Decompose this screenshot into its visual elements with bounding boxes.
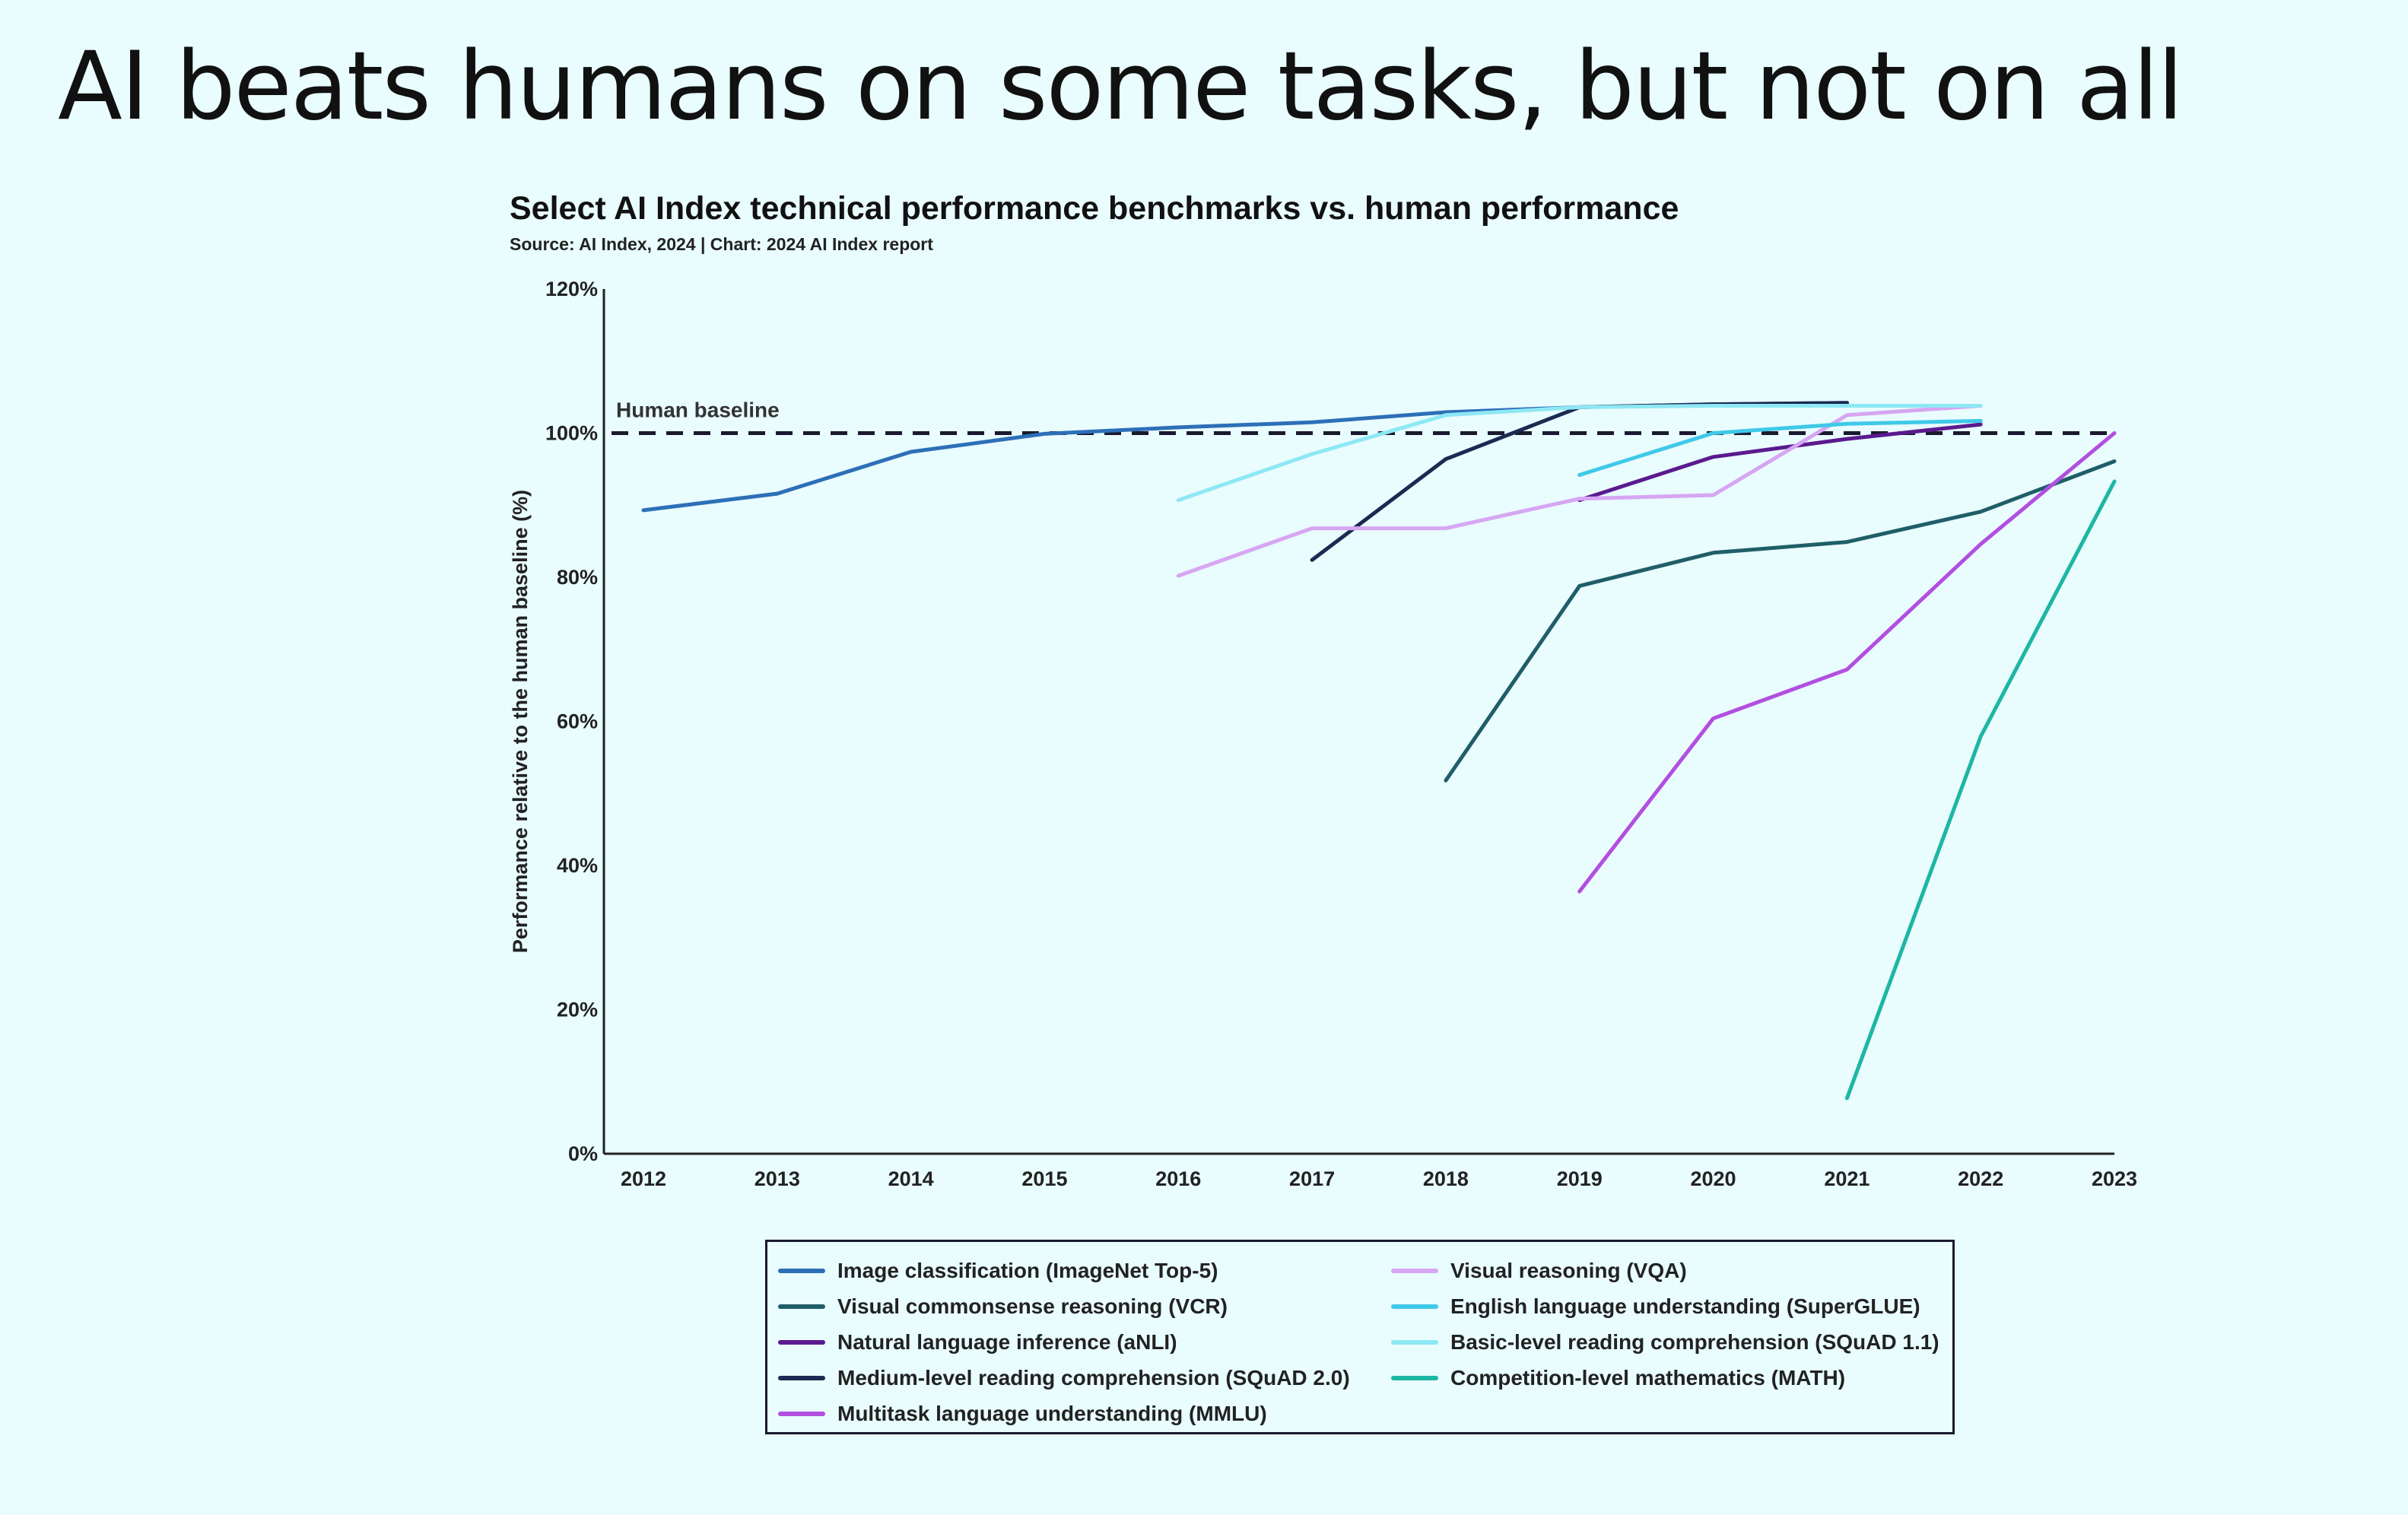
legend-item: Multitask language understanding (MMLU) <box>778 1396 1267 1431</box>
legend-label: Visual commonsense reasoning (VCR) <box>837 1294 1228 1318</box>
x-tick-label: 2016 <box>1155 1167 1201 1190</box>
legend-swatch <box>1391 1339 1438 1345</box>
legend-swatch <box>778 1339 825 1345</box>
x-tick-label: 2021 <box>1824 1167 1870 1190</box>
x-tick-label: 2019 <box>1557 1167 1603 1190</box>
x-tick-label: 2022 <box>1958 1167 2003 1190</box>
legend-swatch <box>1391 1375 1438 1380</box>
series-line <box>641 401 1849 513</box>
x-tick-label: 2018 <box>1423 1167 1469 1190</box>
legend-swatch <box>1391 1304 1438 1309</box>
y-tick-label: 100% <box>545 422 598 445</box>
series-line <box>1444 459 2117 783</box>
y-tick-label: 80% <box>557 566 598 589</box>
legend-swatch <box>778 1375 825 1380</box>
slide-title: AI beats humans on some tasks, but not o… <box>58 32 2184 141</box>
legend-item: Basic-level reading comprehension (SQuAD… <box>1391 1324 1939 1360</box>
series-line <box>1577 431 2117 894</box>
legend-swatch <box>1391 1268 1438 1273</box>
x-tick-label: 2015 <box>1021 1167 1067 1190</box>
legend-label: English language understanding (SuperGLU… <box>1450 1294 1920 1318</box>
legend-item: English language understanding (SuperGLU… <box>1391 1288 1920 1324</box>
y-tick-label: 0% <box>568 1142 598 1165</box>
legend-swatch <box>778 1304 825 1309</box>
legend-label: Image classification (ImageNet Top-5) <box>837 1258 1218 1282</box>
y-tick-label: 120% <box>545 278 598 300</box>
y-tick-label: 40% <box>557 854 598 877</box>
legend-label: Visual reasoning (VQA) <box>1450 1258 1687 1282</box>
y-tick-label: 60% <box>557 710 598 733</box>
series-line <box>1176 404 1983 578</box>
legend-label: Natural language inference (aNLI) <box>837 1329 1177 1354</box>
x-tick-label: 2020 <box>1691 1167 1736 1190</box>
chart-source: Source: AI Index, 2024 | Chart: 2024 AI … <box>510 234 933 254</box>
legend-swatch <box>778 1411 825 1416</box>
x-tick-label: 2014 <box>888 1167 934 1190</box>
x-tick-label: 2012 <box>621 1167 666 1190</box>
y-tick-label: 20% <box>557 999 598 1021</box>
series-line <box>1577 422 1983 503</box>
legend-item: Competition-level mathematics (MATH) <box>1391 1360 1845 1396</box>
y-axis-label: Performance relative to the human baseli… <box>509 490 532 953</box>
legend-label: Multitask language understanding (MMLU) <box>837 1401 1267 1425</box>
x-tick-label: 2023 <box>2092 1167 2137 1190</box>
legend-item: Visual commonsense reasoning (VCR) <box>778 1288 1228 1324</box>
legend-label: Medium-level reading comprehension (SQuA… <box>837 1365 1350 1390</box>
chart-title: Select AI Index technical performance be… <box>510 190 1679 227</box>
series-line <box>1310 401 1849 562</box>
x-tick-label: 2017 <box>1289 1167 1335 1190</box>
legend-label: Basic-level reading comprehension (SQuAD… <box>1450 1329 1939 1354</box>
chart-legend: Image classification (ImageNet Top-5) Vis… <box>765 1240 1955 1434</box>
legend-item: Image classification (ImageNet Top-5) <box>778 1253 1218 1288</box>
legend-item: Medium-level reading comprehension (SQuA… <box>778 1360 1350 1396</box>
series-line <box>1844 479 2117 1101</box>
series-line <box>1176 404 1983 503</box>
legend-item: Visual reasoning (VQA) <box>1391 1253 1687 1288</box>
series-line <box>1577 418 1983 477</box>
legend-swatch <box>778 1268 825 1273</box>
legend-label: Competition-level mathematics (MATH) <box>1450 1365 1846 1390</box>
x-tick-label: 2013 <box>754 1167 800 1190</box>
legend-item: Natural language inference (aNLI) <box>778 1324 1177 1360</box>
human-baseline-label: Human baseline <box>616 399 780 422</box>
